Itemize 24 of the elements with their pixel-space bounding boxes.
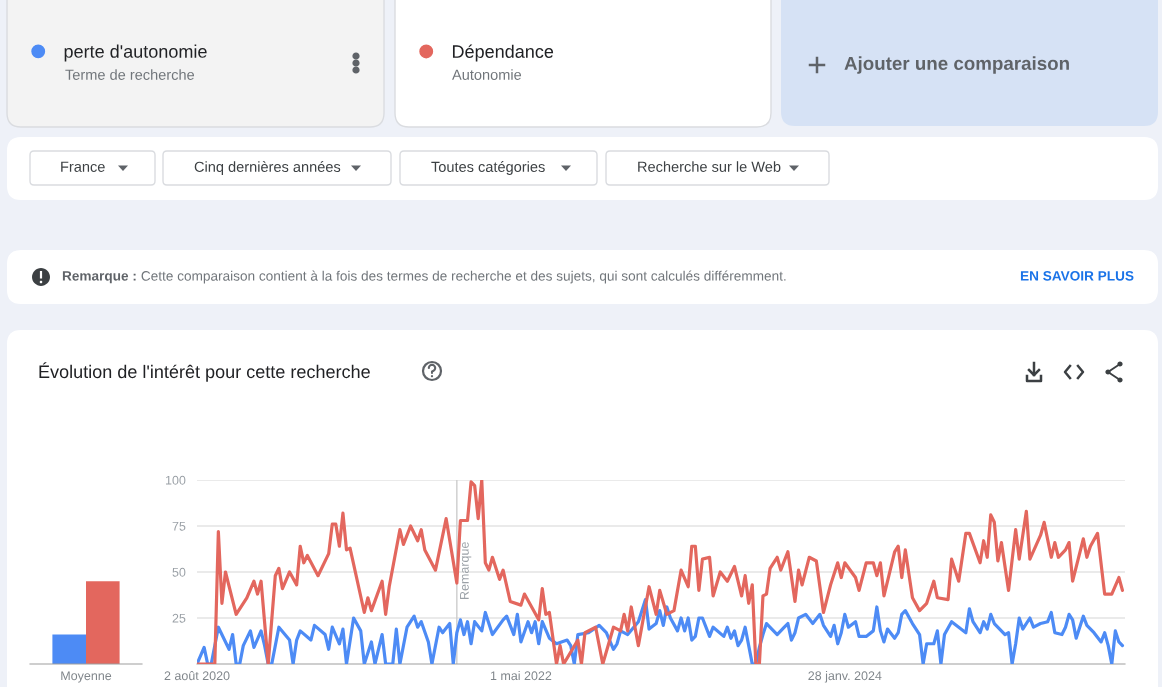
legend-label: perte d'autonomie	[64, 44, 207, 62]
text: Évolution de l'intérêt pour cette recherche	[39, 362, 370, 382]
line-series	[197, 480, 1125, 664]
text: Terme de recherche	[65, 69, 195, 80]
x-tick-label: 28 janv. 2024	[808, 670, 882, 683]
text: Cette comparaison contient à la fois des termes de recherche et des sujets, qui sont calculés différemment.	[141, 270, 786, 284]
text: EN SAVOIR PLUS	[1020, 271, 1134, 281]
x-tick-label: 2 août 2020	[164, 670, 230, 681]
y-tick-label: 75	[172, 521, 186, 531]
y-tick-label: 100	[165, 475, 186, 485]
text: Autonomie	[452, 69, 522, 80]
text: Toutes catégories	[431, 161, 545, 175]
text: Recherche sur le Web	[638, 161, 781, 172]
ref-line-label: Remarque	[460, 542, 472, 599]
text: Cinq dernières années	[194, 161, 341, 175]
y-tick-label: 50	[172, 567, 186, 577]
legend-label: Dépendance	[452, 44, 554, 62]
text: Ajouter une comparaison	[844, 56, 1069, 74]
y-tick-label: 25	[172, 613, 186, 623]
x-tick-label: 1 mai 2022	[490, 670, 552, 681]
x-tick-label: Moyenne	[61, 671, 112, 683]
line-series	[197, 598, 1125, 664]
text: France	[61, 161, 105, 172]
text: Remarque :	[62, 271, 136, 284]
